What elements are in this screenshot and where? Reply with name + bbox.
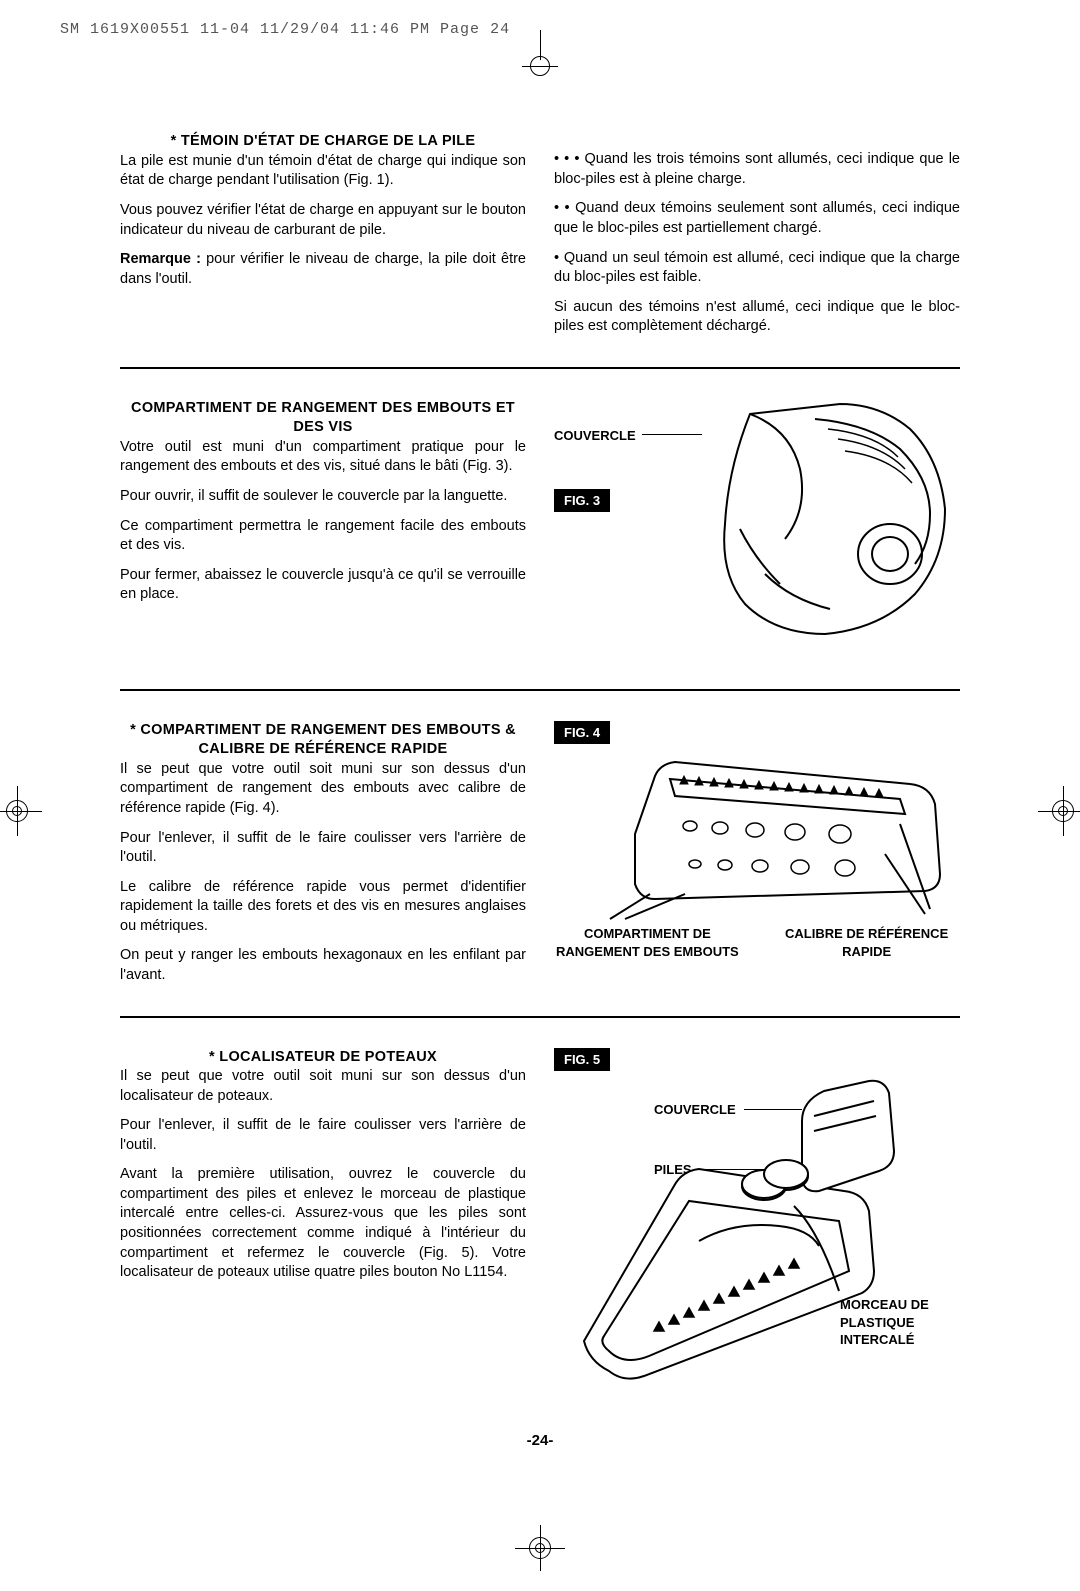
section4-title: * LOCALISATEUR DE POTEAUX xyxy=(120,1048,526,1068)
fig3-callout-couvercle: COUVERCLE xyxy=(554,427,636,445)
section-storage-compartment: COMPARTIMENT DE RANGEMENT DES EMBOUTS ET… xyxy=(120,399,960,659)
section2-p1: Votre outil est muni d'un compartiment p… xyxy=(120,438,526,477)
section1-left-p1: La pile est munie d'un témoin d'état de … xyxy=(120,152,526,191)
crop-mark-bottom xyxy=(515,1525,565,1571)
divider-3 xyxy=(120,1016,960,1018)
section4-p1: Il se peut que votre outil soit muni sur… xyxy=(120,1067,526,1106)
section1-title: * TÉMOIN D'ÉTAT DE CHARGE DE LA PILE xyxy=(120,132,526,152)
section2-p3: Ce compartiment permettra le rangement f… xyxy=(120,517,526,556)
section2-p4: Pour fermer, abaissez le couvercle jusqu… xyxy=(120,566,526,605)
section4-p2: Pour l'enlever, il suffit de le faire co… xyxy=(120,1116,526,1155)
section-stud-finder: * LOCALISATEUR DE POTEAUX Il se peut que… xyxy=(120,1048,960,1392)
section-bit-gauge: * COMPARTIMENT DE RANGEMENT DES EMBOUTS … xyxy=(120,721,960,986)
page-number: -24- xyxy=(120,1431,960,1451)
section3-title: * COMPARTIMENT DE RANGEMENT DES EMBOUTS … xyxy=(120,721,526,760)
section3-p3: Le calibre de référence rapide vous perm… xyxy=(120,878,526,937)
section1-right-p2: • • Quand deux témoins seulement sont al… xyxy=(554,199,960,238)
remarque-label: Remarque : xyxy=(120,251,201,267)
section2-title: COMPARTIMENT DE RANGEMENT DES EMBOUTS ET… xyxy=(120,399,526,438)
fig4-label-right: CALIBRE DE RÉFÉRENCE RAPIDE xyxy=(773,925,960,960)
fig3-illustration xyxy=(680,399,960,649)
section1-right-p4: Si aucun des témoins n'est allumé, ceci … xyxy=(554,298,960,337)
section3-p2: Pour l'enlever, il suffit de le faire co… xyxy=(120,829,526,868)
section1-left-p2: Vous pouvez vérifier l'état de charge en… xyxy=(120,201,526,240)
fig5-illustration xyxy=(554,1071,954,1391)
fig5-label: FIG. 5 xyxy=(554,1048,610,1072)
fig4-label-left: COMPARTIMENT DE RANGEMENT DES EMBOUTS xyxy=(554,925,741,960)
section1-right-p1: • • • Quand les trois témoins sont allum… xyxy=(554,150,960,189)
crop-mark-top xyxy=(0,48,1080,76)
divider-1 xyxy=(120,367,960,369)
section1-right-p3: • Quand un seul témoin est allumé, ceci … xyxy=(554,249,960,288)
section3-p1: Il se peut que votre outil soit muni sur… xyxy=(120,760,526,819)
section4-p3: Avant la première utilisation, ouvrez le… xyxy=(120,1165,526,1282)
divider-2 xyxy=(120,689,960,691)
crop-mark-left xyxy=(0,786,42,836)
section-battery-indicator: * TÉMOIN D'ÉTAT DE CHARGE DE LA PILE La … xyxy=(120,132,960,337)
crop-mark-right xyxy=(1038,786,1080,836)
fig4-illustration xyxy=(580,754,960,924)
section1-left-p3: Remarque : pour vérifier le niveau de ch… xyxy=(120,250,526,289)
section3-p4: On peut y ranger les embouts hexagonaux … xyxy=(120,946,526,985)
fig4-label: FIG. 4 xyxy=(554,721,610,745)
fig3-label: FIG. 3 xyxy=(554,489,610,513)
section2-p2: Pour ouvrir, il suffit de soulever le co… xyxy=(120,487,526,507)
